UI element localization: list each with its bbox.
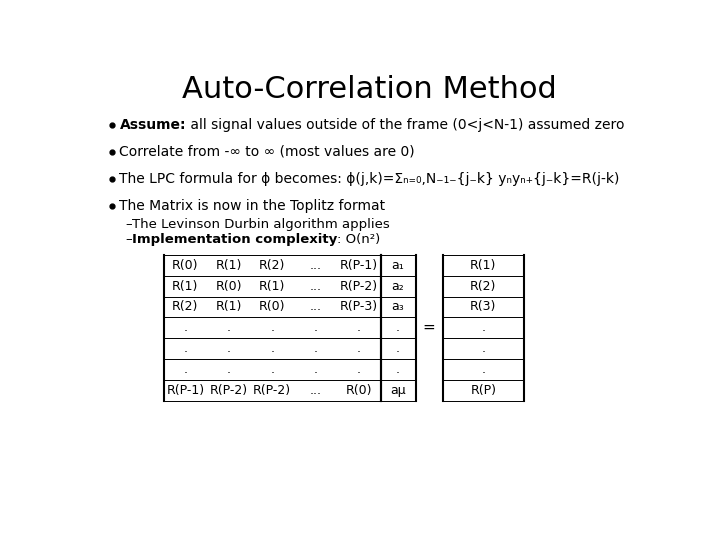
- Text: all signal values outside of the frame (0<j<N-1) assumed zero: all signal values outside of the frame (…: [186, 118, 624, 132]
- Text: R(P-3): R(P-3): [340, 300, 378, 313]
- Text: R(P-2): R(P-2): [210, 383, 248, 396]
- Text: R(0): R(0): [172, 259, 199, 272]
- Text: .: .: [481, 342, 485, 355]
- Text: a₁: a₁: [392, 259, 405, 272]
- Text: : O(n²): : O(n²): [337, 233, 380, 246]
- Text: .: .: [481, 321, 485, 334]
- Text: .: .: [357, 321, 361, 334]
- Text: ...: ...: [310, 280, 322, 293]
- Text: R(P-2): R(P-2): [340, 280, 378, 293]
- Text: .: .: [227, 342, 230, 355]
- Text: .: .: [357, 363, 361, 376]
- Text: .: .: [313, 363, 318, 376]
- Text: ...: ...: [310, 300, 322, 313]
- Text: .: .: [481, 363, 485, 376]
- Text: a₂: a₂: [392, 280, 405, 293]
- Text: .: .: [396, 342, 400, 355]
- Text: .: .: [357, 342, 361, 355]
- Text: R(P-1): R(P-1): [166, 383, 204, 396]
- Text: R(1): R(1): [470, 259, 497, 272]
- Text: .: .: [313, 321, 318, 334]
- Text: .: .: [227, 321, 230, 334]
- Text: .: .: [270, 321, 274, 334]
- Text: R(P-2): R(P-2): [253, 383, 291, 396]
- Text: The LPC formula for ϕ becomes: ϕ(j,k)=Σₙ₌₀,N₋₁₋{j₋k} yₙyₙ₊{j₋k}=R(j-k): The LPC formula for ϕ becomes: ϕ(j,k)=Σₙ…: [120, 172, 620, 186]
- Text: a₃: a₃: [392, 300, 405, 313]
- Text: .: .: [396, 363, 400, 376]
- Text: The Levinson Durbin algorithm applies: The Levinson Durbin algorithm applies: [132, 218, 390, 231]
- Text: ...: ...: [310, 259, 322, 272]
- Text: Auto-Correlation Method: Auto-Correlation Method: [181, 75, 557, 104]
- Text: R(0): R(0): [346, 383, 372, 396]
- Text: R(1): R(1): [215, 259, 242, 272]
- Text: R(2): R(2): [172, 300, 199, 313]
- Text: R(1): R(1): [215, 300, 242, 313]
- Text: –: –: [125, 233, 132, 246]
- Text: R(P): R(P): [470, 383, 496, 396]
- Text: –: –: [125, 218, 132, 231]
- Text: .: .: [184, 363, 187, 376]
- Text: ...: ...: [310, 383, 322, 396]
- Text: The Matrix is now in the Toplitz format: The Matrix is now in the Toplitz format: [120, 199, 386, 213]
- Text: Assume:: Assume:: [120, 118, 186, 132]
- Text: Correlate from -∞ to ∞ (most values are 0): Correlate from -∞ to ∞ (most values are …: [120, 145, 415, 159]
- Text: R(0): R(0): [215, 280, 242, 293]
- Text: Implementation complexity: Implementation complexity: [132, 233, 337, 246]
- Text: .: .: [227, 363, 230, 376]
- Text: R(0): R(0): [259, 300, 285, 313]
- Text: R(P-1): R(P-1): [340, 259, 378, 272]
- Text: .: .: [184, 342, 187, 355]
- Text: R(1): R(1): [172, 280, 199, 293]
- Text: R(2): R(2): [259, 259, 285, 272]
- Text: .: .: [270, 363, 274, 376]
- Text: .: .: [270, 342, 274, 355]
- Text: R(1): R(1): [259, 280, 285, 293]
- Text: R(2): R(2): [470, 280, 497, 293]
- Text: .: .: [184, 321, 187, 334]
- Text: .: .: [313, 342, 318, 355]
- Text: aμ: aμ: [390, 383, 406, 396]
- Text: R(3): R(3): [470, 300, 497, 313]
- Text: =: =: [423, 320, 435, 335]
- Text: .: .: [396, 321, 400, 334]
